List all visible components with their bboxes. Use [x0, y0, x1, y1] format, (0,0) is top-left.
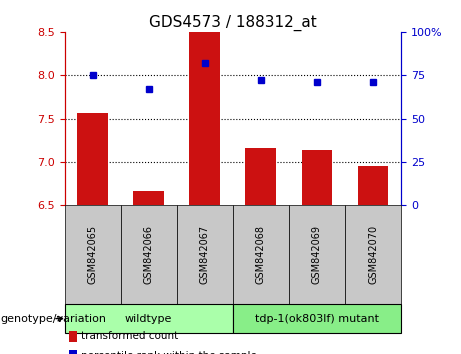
- Text: transformed count: transformed count: [81, 331, 178, 341]
- Bar: [77, 113, 108, 205]
- Title: GDS4573 / 188312_at: GDS4573 / 188312_at: [149, 14, 317, 30]
- Text: GSM842069: GSM842069: [312, 225, 322, 284]
- Text: percentile rank within the sample: percentile rank within the sample: [81, 351, 257, 354]
- Text: tdp-1(ok803lf) mutant: tdp-1(ok803lf) mutant: [255, 314, 379, 324]
- Text: GSM842068: GSM842068: [256, 225, 266, 284]
- Text: GSM842070: GSM842070: [368, 225, 378, 285]
- Text: GSM842066: GSM842066: [144, 225, 154, 284]
- Bar: [189, 32, 220, 205]
- Text: genotype/variation: genotype/variation: [0, 314, 106, 324]
- Text: GSM842067: GSM842067: [200, 225, 210, 285]
- Text: GSM842065: GSM842065: [88, 225, 98, 285]
- Bar: [245, 148, 276, 205]
- Text: wildtype: wildtype: [125, 314, 172, 324]
- Bar: [301, 150, 332, 205]
- Bar: [358, 166, 389, 205]
- Bar: [133, 190, 164, 205]
